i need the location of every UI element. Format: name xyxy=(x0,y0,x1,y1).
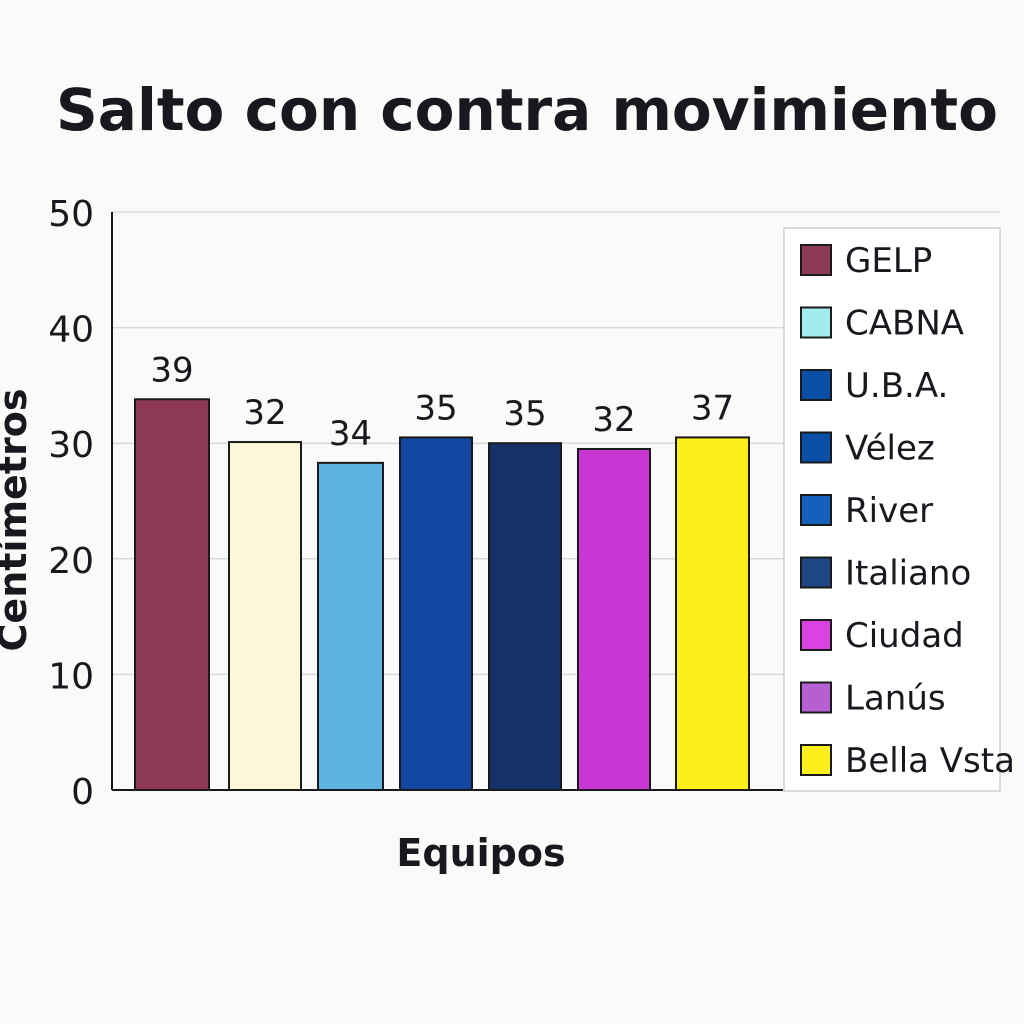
legend-label: Lanús xyxy=(845,679,946,719)
x-axis-label: Equipos xyxy=(396,831,565,875)
legend-label: Italiano xyxy=(845,554,971,594)
legend-label: Bella Vsta xyxy=(845,741,1015,781)
y-tick-label: 50 xyxy=(48,194,94,235)
bar-value-label: 34 xyxy=(329,414,372,454)
bar xyxy=(317,461,384,791)
legend-swatch xyxy=(800,681,832,714)
legend-label: CABNA xyxy=(845,304,964,344)
bar xyxy=(488,442,562,791)
legend-swatch xyxy=(800,244,832,276)
legend-swatch xyxy=(800,494,832,526)
y-tick-label: 10 xyxy=(48,656,94,697)
legend-swatch xyxy=(800,431,832,464)
bar-value-label: 35 xyxy=(503,394,546,434)
y-tick-label: 40 xyxy=(48,310,94,351)
legend-label: U.B.A. xyxy=(845,366,948,406)
bar-value-label: 32 xyxy=(592,400,635,440)
legend-swatch xyxy=(800,744,832,776)
legend-swatch xyxy=(800,556,832,589)
bar xyxy=(134,398,210,791)
legend-label: River xyxy=(845,491,933,531)
legend-swatch xyxy=(800,619,832,651)
bar xyxy=(228,441,302,791)
bar-value-label: 39 xyxy=(150,350,193,390)
legend-label: Vélez xyxy=(845,429,935,469)
legend-swatch xyxy=(800,306,832,339)
chart-title: Salto con contra movimiento xyxy=(56,76,998,144)
bar xyxy=(577,447,651,791)
legend-label: GELP xyxy=(845,241,932,281)
y-tick-label: 30 xyxy=(48,425,94,466)
bar-value-label: 37 xyxy=(691,388,734,428)
bar-value-label: 32 xyxy=(243,393,286,433)
bar xyxy=(675,436,750,791)
bar-value-label: 35 xyxy=(414,388,457,428)
legend-swatch xyxy=(800,369,832,401)
legend-label: Ciudad xyxy=(845,616,964,656)
y-axis-label: Centímetros xyxy=(0,389,35,652)
bar xyxy=(399,436,473,791)
y-tick-label: 0 xyxy=(71,772,94,813)
y-tick-label: 20 xyxy=(48,541,94,582)
